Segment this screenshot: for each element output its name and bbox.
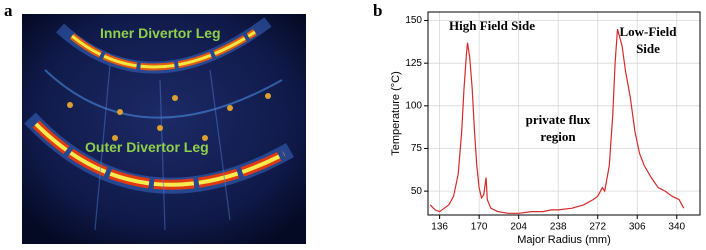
x-axis-label: Major Radius (mm) — [517, 234, 611, 246]
x-tick-label: 136 — [431, 222, 448, 233]
data-line — [429, 28, 685, 214]
annotation: region — [540, 129, 576, 144]
x-tick-label: 340 — [668, 222, 685, 233]
y-tick-label: 100 — [405, 100, 422, 111]
camera-image: Inner Divertor Leg Outer Divertor Leg — [22, 14, 306, 244]
x-tick-label: 272 — [589, 222, 606, 233]
panel-label: b — [373, 1, 382, 20]
annotation: private flux — [526, 112, 591, 127]
y-tick-label: 125 — [405, 58, 422, 69]
annotation: High Field Side — [449, 18, 535, 33]
panel-label: a — [4, 1, 13, 20]
y-tick-label: 150 — [405, 15, 422, 26]
y-axis-label: Temperature (°C) — [390, 71, 402, 155]
x-tick-label: 204 — [510, 222, 527, 233]
y-tick-label: 50 — [411, 186, 423, 197]
x-tick-label: 170 — [471, 222, 488, 233]
x-tick-label: 306 — [629, 222, 646, 233]
y-tick-label: 75 — [411, 143, 423, 154]
annotation: Side — [636, 41, 660, 56]
image-label: Outer Divertor Leg — [85, 139, 209, 155]
annotation: Low-Field — [619, 24, 677, 39]
x-tick-label: 238 — [550, 222, 567, 233]
image-label: Inner Divertor Leg — [100, 25, 221, 41]
plot-frame — [427, 11, 701, 216]
